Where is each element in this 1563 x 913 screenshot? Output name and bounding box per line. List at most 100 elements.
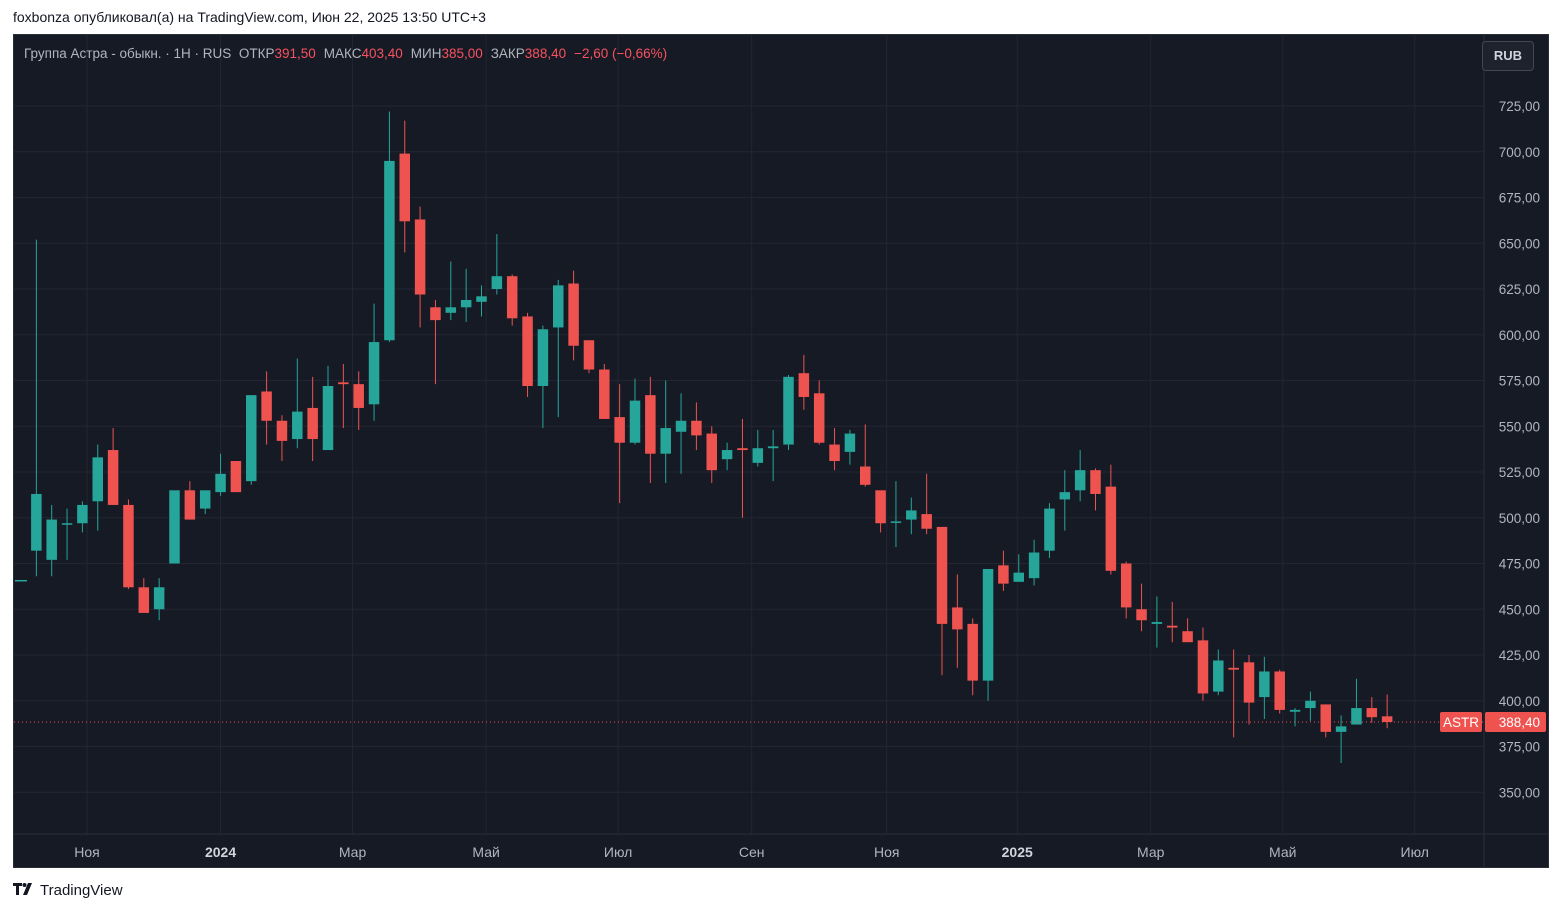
- change-value: −2,60 (−0,66%): [574, 46, 668, 61]
- candle: [77, 501, 88, 533]
- candle-body: [583, 340, 595, 370]
- x-tick-label: Июл: [604, 844, 632, 860]
- candle: [1320, 704, 1331, 738]
- y-tick-label: 375,00: [1499, 740, 1540, 755]
- candle: [1059, 470, 1071, 531]
- candle-body: [691, 420, 702, 436]
- candle: [1028, 539, 1040, 586]
- candle: [629, 378, 641, 445]
- candle-body: [31, 493, 42, 551]
- candles: [15, 111, 1393, 763]
- candle: [1228, 649, 1239, 738]
- candle: [1013, 554, 1024, 582]
- candle: [798, 354, 810, 410]
- candle-body: [292, 411, 303, 440]
- x-tick-label: Май: [472, 844, 499, 860]
- tradingview-brand: TradingView: [40, 882, 123, 899]
- candle: [906, 497, 917, 535]
- candle: [445, 261, 457, 321]
- y-tick-label: 550,00: [1499, 419, 1540, 434]
- candle: [1259, 656, 1270, 720]
- candle: [491, 234, 503, 295]
- chart-grid: [14, 35, 1483, 834]
- candle: [276, 415, 288, 462]
- x-tick-label: Ноя: [874, 844, 899, 860]
- y-tick-label: 600,00: [1499, 328, 1540, 343]
- candle: [921, 473, 932, 535]
- candle-body: [322, 385, 334, 451]
- publish-caption: foxbonza опубликовал(а) на TradingView.c…: [13, 9, 486, 25]
- candle-body: [1182, 631, 1193, 643]
- candle: [1074, 450, 1086, 502]
- candlestick-chart[interactable]: 350,00 375,00 400,00 425,00 450,00 475,00 500,…: [14, 35, 1548, 867]
- candle-body: [537, 329, 549, 386]
- candle-body: [860, 466, 871, 485]
- candle: [583, 340, 595, 374]
- candle: [1366, 697, 1378, 723]
- candle-body: [61, 523, 73, 525]
- candle-body: [476, 296, 487, 302]
- x-tick-label: Май: [1269, 844, 1296, 860]
- candle-body: [1028, 552, 1040, 579]
- candle: [15, 579, 27, 582]
- symbol-legend: Группа Астра - обыкн. · 1Н · RUS ОТКР391…: [24, 46, 675, 61]
- candle-body: [307, 407, 318, 440]
- candle: [998, 550, 1009, 591]
- candle: [246, 395, 257, 485]
- y-tick-label: 350,00: [1499, 785, 1540, 800]
- candle-body: [721, 450, 733, 460]
- candle-body: [783, 376, 794, 445]
- high-label: МАКС: [323, 46, 362, 61]
- candle: [844, 429, 856, 465]
- candle-body: [629, 400, 641, 443]
- candle-body: [1120, 563, 1132, 608]
- candle-body: [199, 490, 211, 509]
- candle: [752, 429, 764, 467]
- x-tick-label: Июл: [1401, 844, 1429, 860]
- candle: [153, 578, 165, 621]
- currency-button[interactable]: RUB: [1482, 41, 1534, 71]
- candle-body: [1289, 709, 1301, 712]
- y-tick-label: 725,00: [1499, 99, 1540, 114]
- candle: [107, 428, 119, 505]
- candle: [829, 428, 840, 471]
- candle: [721, 442, 733, 471]
- y-tick-label: 500,00: [1499, 511, 1540, 526]
- close-label: ЗАКР: [490, 46, 525, 61]
- candle-body: [1274, 671, 1285, 710]
- candle-body: [1351, 708, 1362, 725]
- y-tick-label: 700,00: [1499, 145, 1540, 160]
- candle-body: [1013, 572, 1024, 582]
- candle: [414, 206, 426, 328]
- candle: [767, 429, 779, 482]
- candle-body: [599, 369, 610, 419]
- candle-body: [1090, 470, 1101, 494]
- chart-panel[interactable]: 350,00 375,00 400,00 425,00 450,00 475,00 500,…: [13, 34, 1549, 868]
- candle: [1090, 468, 1101, 511]
- candle: [1197, 627, 1209, 701]
- candle-body: [1074, 470, 1086, 491]
- candle-body: [384, 160, 395, 341]
- candle: [338, 364, 349, 429]
- candle: [460, 268, 472, 322]
- candle: [599, 364, 610, 419]
- candle: [553, 279, 564, 418]
- candle: [813, 380, 825, 445]
- x-tick-label: Сен: [739, 844, 765, 860]
- symbol-name[interactable]: Группа Астра - обыкн. · 1Н · RUS: [24, 46, 232, 61]
- candle: [1274, 669, 1285, 714]
- candle-body: [767, 446, 779, 449]
- candle-body: [1213, 660, 1224, 692]
- candle: [123, 499, 134, 590]
- candle-body: [1228, 667, 1239, 670]
- candle: [614, 384, 625, 504]
- candle-body: [737, 448, 748, 451]
- candle: [169, 490, 180, 564]
- candle-body: [1381, 716, 1393, 722]
- tradingview-logo-icon: [13, 882, 35, 899]
- tradingview-footer[interactable]: TradingView: [13, 882, 123, 899]
- candle-body: [353, 384, 364, 408]
- candle-body: [138, 587, 150, 613]
- candle-body: [952, 607, 963, 630]
- candle: [783, 375, 794, 451]
